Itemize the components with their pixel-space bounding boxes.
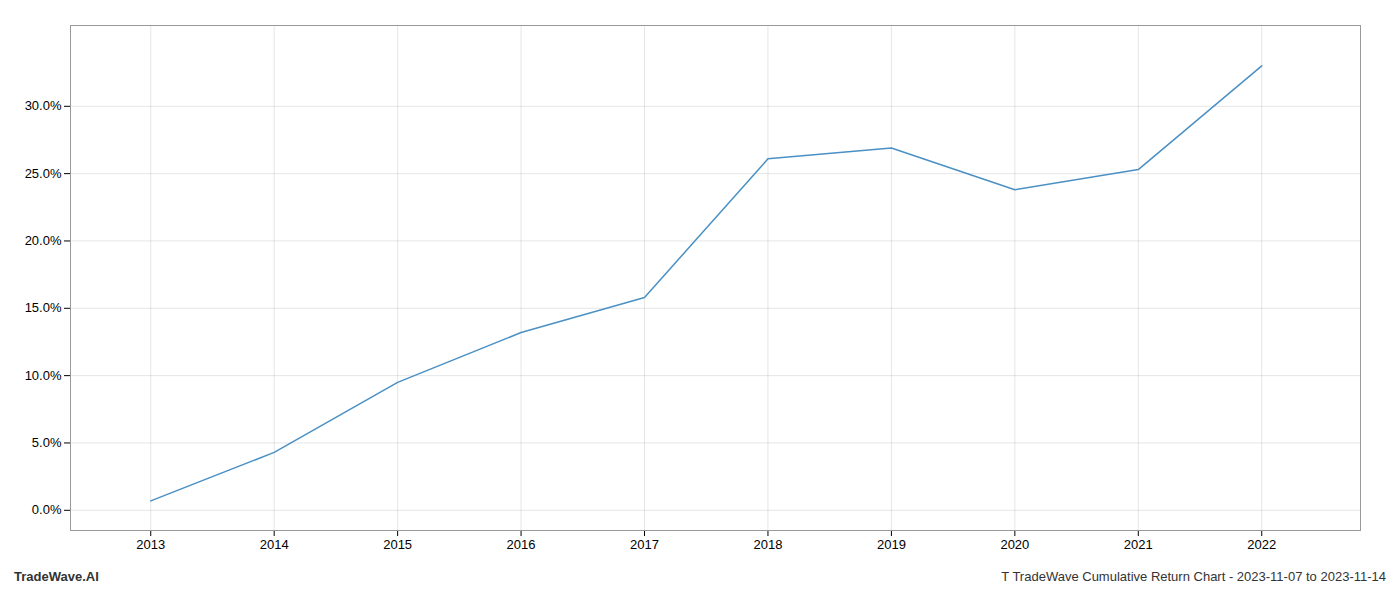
svg-text:25.0%: 25.0% bbox=[25, 166, 62, 181]
svg-text:2014: 2014 bbox=[260, 537, 289, 552]
html-text:TradeWave.AI: TradeWave.AI bbox=[14, 569, 99, 584]
svg-text:2022: 2022 bbox=[1247, 537, 1276, 552]
svg-text:20.0%: 20.0% bbox=[25, 233, 62, 248]
svg-text:2019: 2019 bbox=[877, 537, 906, 552]
svg-text:10.0%: 10.0% bbox=[25, 368, 62, 383]
svg-text:2018: 2018 bbox=[754, 537, 783, 552]
svg-text:15.0%: 15.0% bbox=[25, 300, 62, 315]
svg-text:2013: 2013 bbox=[136, 537, 165, 552]
svg-text:2021: 2021 bbox=[1124, 537, 1153, 552]
html-text:T TradeWave Cumulative Return: T TradeWave Cumulative Return Chart - 20… bbox=[1001, 569, 1386, 584]
svg-text:5.0%: 5.0% bbox=[32, 435, 62, 450]
svg-text:0.0%: 0.0% bbox=[32, 502, 62, 517]
svg-text:2017: 2017 bbox=[630, 537, 659, 552]
svg-text:2016: 2016 bbox=[507, 537, 536, 552]
svg-text:2020: 2020 bbox=[1000, 537, 1029, 552]
svg-text:2015: 2015 bbox=[383, 537, 412, 552]
svg-text:30.0%: 30.0% bbox=[25, 98, 62, 113]
